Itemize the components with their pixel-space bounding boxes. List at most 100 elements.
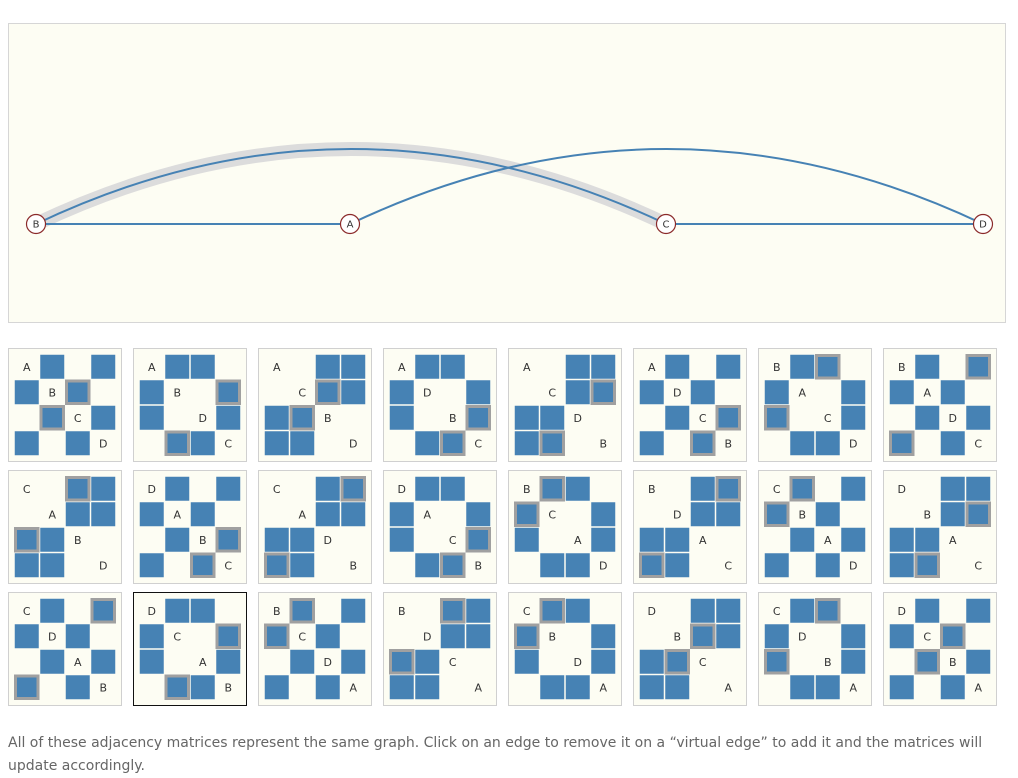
matrix-card-DCBA[interactable]: D C B A [883,592,997,706]
matrix-cell-B-A[interactable] [341,598,366,623]
matrix-card-DABC[interactable]: D A B C [133,470,247,584]
matrix-cell-A-D[interactable] [591,527,616,552]
matrix-cell-A-B[interactable] [440,354,465,379]
matrix-cell-A-D[interactable] [565,675,590,700]
matrix-cell-D-A[interactable] [565,553,590,578]
matrix-cell-D-A[interactable] [790,431,815,456]
matrix-cell-C-D[interactable] [665,553,690,578]
matrix-cell-C-D[interactable] [790,598,815,623]
matrix-cell-C-D[interactable] [591,502,616,527]
matrix-cell-C-B[interactable] [539,598,565,624]
matrix-card-BACD[interactable]: B A C D [758,348,872,462]
matrix-cell-A-B[interactable] [915,527,940,552]
matrix-cell-D-C[interactable] [966,405,991,430]
matrix-cell-A-D[interactable] [315,675,340,700]
matrix-cell-B-A[interactable] [639,431,664,456]
matrix-cell-A-D[interactable] [341,354,366,379]
matrix-cell-D-A[interactable] [466,624,491,649]
matrix-cell-C-D[interactable] [841,405,866,430]
node-C[interactable]: C [655,213,677,235]
matrix-cell-B-A[interactable] [290,553,315,578]
matrix-cell-A-D[interactable] [415,675,440,700]
matrix-cell-C-B[interactable] [940,623,966,649]
matrix-cell-D-A[interactable] [190,598,215,623]
matrix-cell-B-C[interactable] [690,623,716,649]
matrix-cell-A-B[interactable] [716,354,741,379]
matrix-cell-C-D[interactable] [639,649,664,674]
matrix-cell-B-A[interactable] [264,405,289,430]
matrix-cell-D-A[interactable] [341,649,366,674]
matrix-card-ABCD[interactable]: A B C D [8,348,122,462]
matrix-card-CABD[interactable]: C A B D [8,470,122,584]
matrix-card-BCAD[interactable]: B C A D [508,470,622,584]
matrix-cell-C-B[interactable] [315,379,341,405]
matrix-cell-B-C[interactable] [215,379,241,405]
matrix-cell-B-A[interactable] [565,476,590,501]
matrix-cell-D-C[interactable] [716,502,741,527]
matrix-card-CBDA[interactable]: C B D A [508,592,622,706]
matrix-cell-D-A[interactable] [290,527,315,552]
matrix-cell-B-C[interactable] [465,405,491,431]
matrix-card-CDAB[interactable]: C D A B [8,592,122,706]
matrix-cell-D-A[interactable] [815,553,840,578]
matrix-card-CDBA[interactable]: C D B A [758,592,872,706]
matrix-cell-D-C[interactable] [764,624,789,649]
matrix-cell-B-C[interactable] [289,598,315,624]
matrix-cell-C-B[interactable] [639,552,665,578]
matrix-cell-B-A[interactable] [14,380,39,405]
node-A[interactable]: A [339,213,361,235]
matrix-cell-D-C[interactable] [966,476,991,501]
matrix-cell-A-D[interactable] [415,354,440,379]
matrix-cell-C-B[interactable] [39,405,65,431]
matrix-cell-C-B[interactable] [215,623,241,649]
matrix-card-DACB[interactable]: D A C B [383,470,497,584]
matrix-cell-A-B[interactable] [40,354,65,379]
matrix-cell-B-C[interactable] [914,649,940,675]
matrix-cell-D-C[interactable] [290,649,315,674]
matrix-cell-D-A[interactable] [915,405,940,430]
matrix-cell-B-C[interactable] [164,674,190,700]
matrix-cell-B-A[interactable] [139,380,164,405]
matrix-cell-D-A[interactable] [591,649,616,674]
matrix-cell-A-B[interactable] [815,675,840,700]
matrix-cell-C-B[interactable] [164,430,190,456]
matrix-cell-B-A[interactable] [389,405,414,430]
matrix-cell-A-D[interactable] [940,380,965,405]
matrix-cell-B-A[interactable] [466,598,491,623]
matrix-cell-D-A[interactable] [940,476,965,501]
matrix-cell-C-D[interactable] [315,624,340,649]
matrix-cell-D-A[interactable] [841,624,866,649]
matrix-cell-B-C[interactable] [539,430,565,456]
matrix-cell-D-C[interactable] [14,553,39,578]
matrix-cell-B-C[interactable] [65,379,91,405]
matrix-cell-A-D[interactable] [315,502,340,527]
matrix-card-DCAB[interactable]: D C A B [133,592,247,706]
matrix-cell-C-D[interactable] [315,476,340,501]
matrix-cell-D-A[interactable] [14,431,39,456]
matrix-cell-A-B[interactable] [264,675,289,700]
matrix-cell-D-A[interactable] [264,431,289,456]
matrix-cell-C-D[interactable] [91,476,116,501]
matrix-cell-A-D[interactable] [790,675,815,700]
matrix-cell-A-D[interactable] [665,527,690,552]
matrix-cell-C-B[interactable] [389,649,415,675]
matrix-cell-D-A[interactable] [639,380,664,405]
matrix-cell-D-A[interactable] [40,553,65,578]
matrix-cell-B-C[interactable] [690,430,716,456]
matrix-cell-C-D[interactable] [91,405,116,430]
matrix-cell-C-D[interactable] [565,598,590,623]
matrix-cell-B-A[interactable] [591,624,616,649]
matrix-cell-A-B[interactable] [665,675,690,700]
matrix-cell-C-B[interactable] [264,623,290,649]
matrix-cell-C-B[interactable] [664,649,690,675]
matrix-card-ADCB[interactable]: A D C B [633,348,747,462]
matrix-cell-C-D[interactable] [40,598,65,623]
matrix-cell-C-D[interactable] [139,553,164,578]
matrix-cell-D-A[interactable] [415,476,440,501]
matrix-card-CBAD[interactable]: C B A D [758,470,872,584]
matrix-cell-B-C[interactable] [215,527,241,553]
matrix-cell-D-C[interactable] [440,476,465,501]
matrix-cell-C-D[interactable] [889,553,914,578]
matrix-cell-C-D[interactable] [940,431,965,456]
matrix-cell-A-D[interactable] [841,380,866,405]
